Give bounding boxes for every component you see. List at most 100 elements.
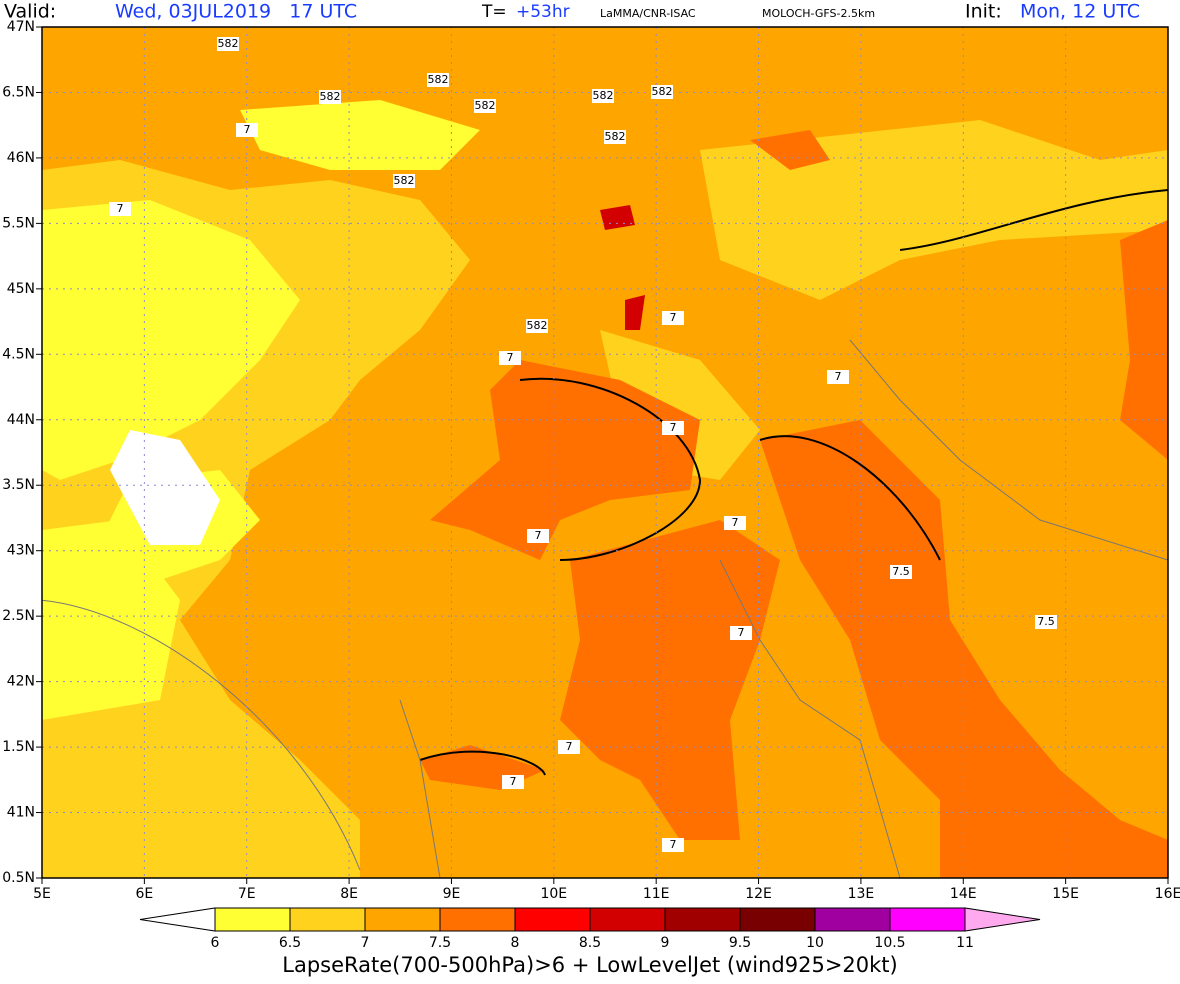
lat-tick-label: 46N — [7, 150, 35, 166]
contour-label-bg — [662, 838, 684, 852]
field-dark-orange — [760, 420, 1168, 878]
contour-label: 7 — [244, 123, 251, 136]
colorbar-segment — [889, 907, 966, 932]
contour-label: 582 — [652, 85, 673, 98]
contour-label-bg — [662, 311, 684, 325]
lon-tick-label: 7E — [238, 886, 256, 902]
axes: 5E 6E 7E 8E 9E 10E 11E 12E 13E 14E 15E 16E 47N 6.5N 46… — [2, 19, 1180, 902]
contour-label-bg — [730, 626, 752, 640]
colorbar-segment — [514, 907, 591, 932]
colorbar-label: 9.5 — [729, 935, 751, 951]
lon-tick-label: 6E — [135, 886, 153, 902]
contour-label: 582 — [527, 319, 548, 332]
colorbar-label: 10 — [806, 935, 824, 951]
field-gold — [700, 120, 1168, 300]
lat-tick-label: 3.5N — [2, 477, 35, 493]
contour-label-bg — [724, 516, 746, 530]
lon-tick-label: 13E — [848, 886, 875, 902]
contour-label: 582 — [394, 174, 415, 187]
colorbar-under — [139, 907, 216, 932]
contour-labels: 582 582 582 582 582 582 582 582 582 7 7 7 7 7 7 7 7 7 7 7 7 7… — [109, 37, 1057, 852]
field-yellow — [240, 100, 480, 170]
colorbar-label: 6.5 — [279, 935, 301, 951]
contour-label-bg — [236, 123, 258, 137]
colorbar-over — [964, 907, 1041, 932]
field-dark-orange — [1120, 220, 1168, 460]
field-yellow — [42, 200, 300, 480]
colorbar: 6 6.5 7 7.5 8 8.5 9 9.5 10 10.5 11 — [139, 907, 1041, 951]
contour-label: 7 — [117, 202, 124, 215]
colorbar-caption: LapseRate(700-500hPa)>6 + LowLevelJet (w… — [282, 953, 897, 977]
grid — [42, 27, 1168, 878]
contour-label: 582 — [428, 73, 449, 86]
contour-label: 7 — [507, 351, 514, 364]
contour-label-bg — [651, 85, 673, 99]
contour-label: 582 — [605, 130, 626, 143]
contour-label: 7 — [670, 311, 677, 324]
init-value: Mon, 12 UTC — [1020, 1, 1140, 23]
contour-label: 7 — [670, 838, 677, 851]
lat-tick-label: 43N — [7, 543, 35, 559]
lat-tick-label: 1.5N — [2, 739, 35, 755]
lat-tick-label: 6.5N — [2, 84, 35, 100]
contour-label-bg — [502, 775, 524, 789]
contour-label: 582 — [593, 89, 614, 102]
contour-label-bg — [474, 99, 496, 113]
colorbar-label: 7 — [361, 935, 370, 951]
lat-tick-label: 5.5N — [2, 215, 35, 231]
contour-label: 7 — [738, 626, 745, 639]
map-field: 582 582 582 582 582 582 582 582 582 7 7 7 7 7 7 7 7 7 7 7 7 7… — [42, 27, 1168, 878]
source: LaMMA/CNR-ISAC — [600, 7, 696, 20]
lat-tick-label: 42N — [7, 674, 35, 690]
contour-label-bg — [499, 351, 521, 365]
contour-label: 7 — [510, 775, 517, 788]
colorbar-segment — [589, 907, 666, 932]
valid-value: Wed, 03JUL2019 17 UTC — [115, 1, 357, 23]
contour-label: 7 — [670, 421, 677, 434]
lon-tick-label: 15E — [1052, 886, 1079, 902]
field-red — [600, 205, 645, 330]
contour-label-bg — [827, 370, 849, 384]
contour-label-bg — [592, 89, 614, 103]
lat-tick-label: 41N — [7, 805, 35, 821]
contour-label: 7.5 — [892, 565, 910, 578]
contour-label: 7 — [732, 516, 739, 529]
lat-tick-label: 0.5N — [2, 870, 35, 886]
contour-label: 7 — [835, 370, 842, 383]
contour-label-bg — [109, 202, 131, 216]
t-label: T= — [481, 2, 507, 22]
contour-label-bg — [662, 421, 684, 435]
t-value: +53hr — [516, 2, 570, 22]
lon-tick-label: 5E — [33, 886, 51, 902]
colorbar-label: 6 — [211, 935, 220, 951]
contour-label-bg — [890, 565, 912, 579]
lon-tick-label: 8E — [340, 886, 358, 902]
contour-line — [419, 189, 1168, 776]
valid-label: Valid: — [4, 1, 56, 23]
contour-label: 582 — [320, 90, 341, 103]
lon-tick-label: 9E — [443, 886, 461, 902]
field-dark-orange — [430, 360, 700, 560]
model: MOLOCH-GFS-2.5km — [762, 7, 875, 20]
colorbar-segment — [289, 907, 366, 932]
colorbar-label: 7.5 — [429, 935, 451, 951]
field-white — [110, 430, 220, 545]
contour-label-bg — [527, 529, 549, 543]
field-dark-orange — [560, 520, 780, 840]
contour-label-bg — [427, 73, 449, 87]
colorbar-segment — [364, 907, 441, 932]
lon-tick-label: 14E — [950, 886, 977, 902]
colorbar-segment — [439, 907, 516, 932]
colorbar-segment — [664, 907, 741, 932]
colorbar-label: 8.5 — [579, 935, 601, 951]
lat-tick-label: 47N — [7, 19, 35, 35]
lat-tick-label: 45N — [7, 281, 35, 297]
lat-tick-label: 44N — [7, 412, 35, 428]
colorbar-segment — [814, 907, 891, 932]
colorbar-segment — [739, 907, 816, 932]
contour-label: 582 — [218, 37, 239, 50]
colorbar-label: 10.5 — [874, 935, 905, 951]
contour-label-bg — [217, 37, 239, 51]
lon-tick-label: 10E — [540, 886, 567, 902]
